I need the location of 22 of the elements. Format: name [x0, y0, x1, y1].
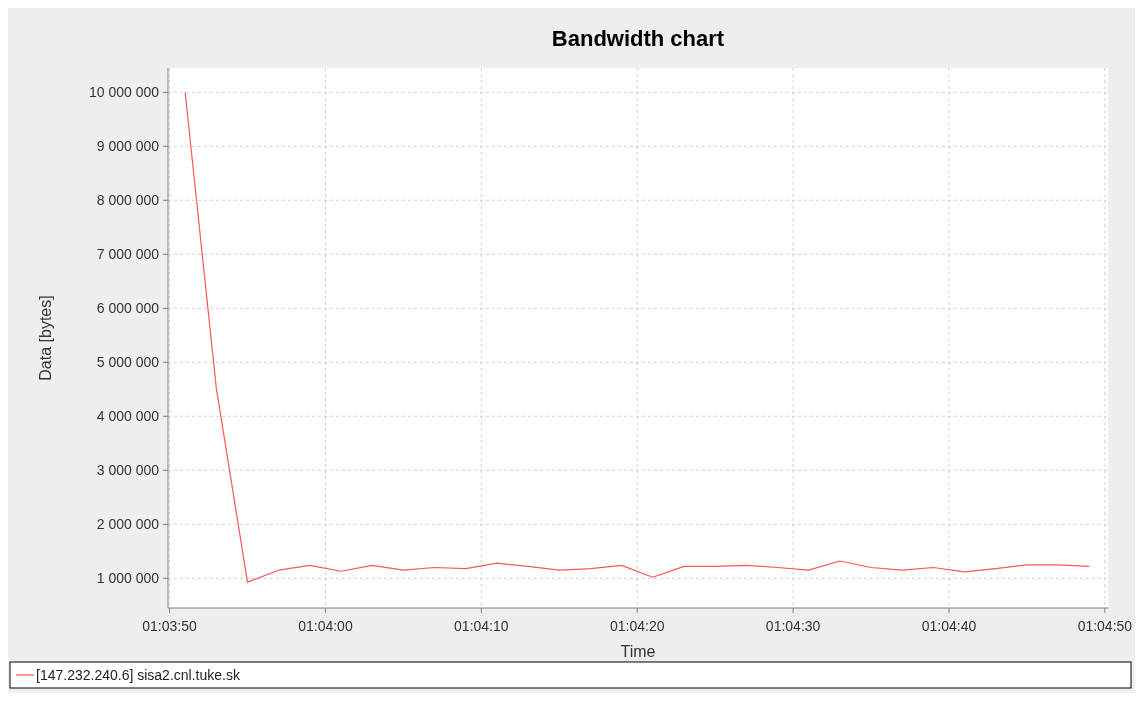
- x-tick-label: 01:04:30: [765, 618, 821, 634]
- y-tick-label: 8 000 000: [96, 192, 160, 209]
- legend-label: [147.232.240.6] sisa2.cnl.tuke.sk: [36, 666, 241, 683]
- y-tick-label: 3 000 000: [96, 462, 160, 479]
- x-tick-label: 01:04:00: [298, 618, 353, 634]
- x-tick-label: 01:03:50: [142, 618, 198, 634]
- y-tick-label: 6 000 000: [96, 300, 160, 317]
- y-tick-label: 7 000 000: [96, 246, 160, 263]
- x-tick-label: 01:04:10: [454, 618, 509, 634]
- x-tick-label: 01:04:20: [609, 618, 665, 634]
- y-tick-label: 4 000 000: [96, 408, 160, 425]
- y-axis-title: Data [bytes]: [37, 295, 54, 381]
- y-tick-label: 5 000 000: [96, 354, 160, 371]
- y-tick-label: 2 000 000: [96, 516, 160, 533]
- line-series: [184, 91, 1090, 583]
- chart-title: Bandwidth chart: [551, 26, 725, 51]
- y-tick-label: 1 000 000: [96, 570, 160, 587]
- x-axis-title: Time: [620, 643, 656, 660]
- x-tick-label: 01:04:40: [921, 618, 977, 634]
- x-tick-label: 01:04:50: [1077, 618, 1133, 634]
- y-tick-label: 9 000 000: [96, 138, 160, 155]
- y-tick-label: 10 000 000: [88, 84, 160, 101]
